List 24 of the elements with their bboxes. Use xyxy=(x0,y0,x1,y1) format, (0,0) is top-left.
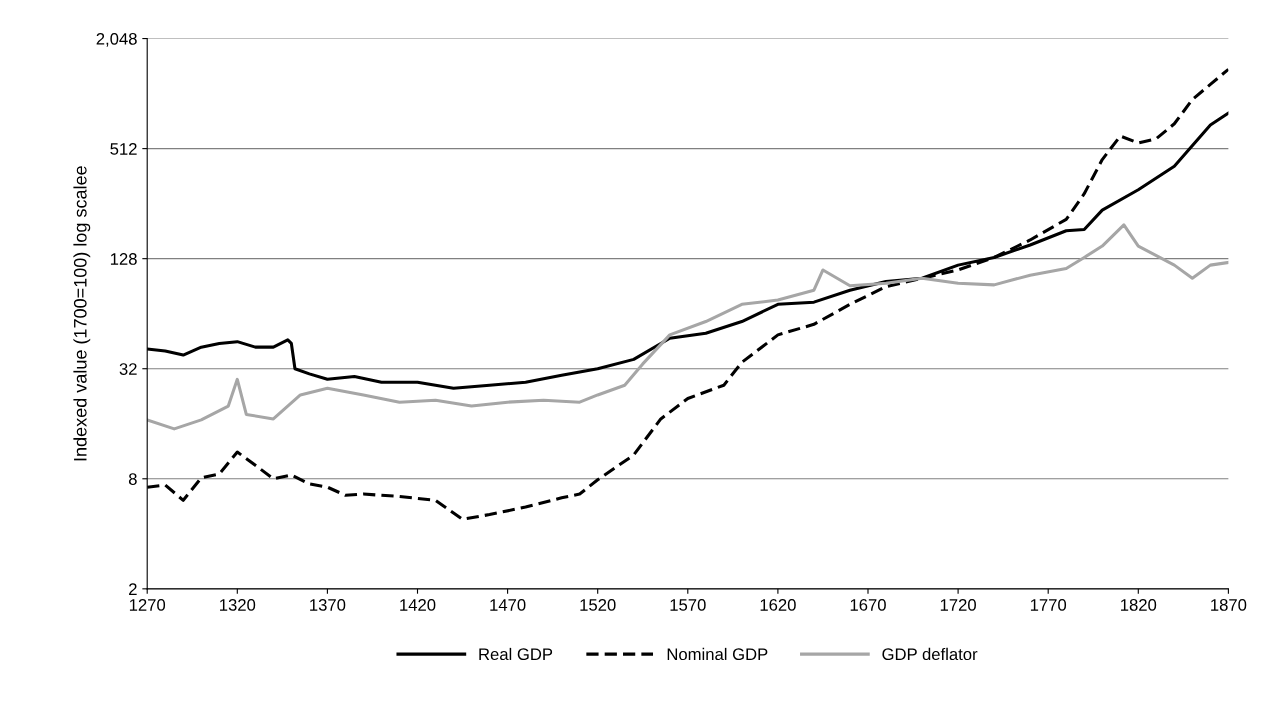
x-tick-label: 1820 xyxy=(1121,599,1157,611)
y-tick-label: 8 xyxy=(128,473,137,485)
y-tick-label: 2,048 xyxy=(96,32,137,47)
y-tick-label: 32 xyxy=(119,363,137,375)
y-tick-label: 128 xyxy=(110,253,137,265)
x-tick-label: 1670 xyxy=(850,599,886,611)
y-tick-label: 2 xyxy=(129,583,137,595)
x-tick-label: 1370 xyxy=(310,599,346,611)
x-tick-label: 1770 xyxy=(1030,599,1067,611)
x-tick-label: 1570 xyxy=(670,599,706,611)
x-tick-label: 1420 xyxy=(400,599,436,611)
legend-label: Nominal GDP xyxy=(667,647,768,661)
x-tick-label: 1270 xyxy=(129,599,166,611)
x-tick-label: 1470 xyxy=(490,599,526,611)
y-tick-label: 512 xyxy=(110,143,137,155)
x-tick-label: 1870 xyxy=(1211,599,1247,611)
x-tick-label: 1320 xyxy=(220,599,256,611)
x-tick-label: 1620 xyxy=(760,599,796,611)
y-axis-title: Indexed value (1700=100) log scalee xyxy=(73,166,91,461)
legend-label: GDP deflator xyxy=(882,647,978,661)
line-series xyxy=(147,223,1229,431)
x-tick-label: 1520 xyxy=(580,599,616,611)
legend-label: Real GDP xyxy=(479,647,553,661)
x-tick-label: 1720 xyxy=(940,599,976,611)
